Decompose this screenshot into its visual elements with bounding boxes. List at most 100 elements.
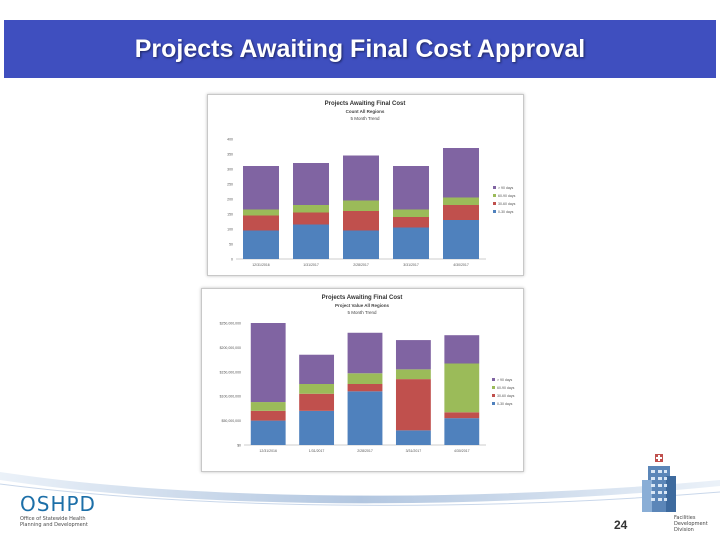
chart-title: Projects Awaiting Final Cost <box>325 101 406 107</box>
bar-segment <box>347 384 383 392</box>
bar-segment <box>395 379 431 431</box>
building-icon <box>642 454 676 512</box>
x-tick-label: 4/30/2017 <box>453 263 469 267</box>
bar-segment <box>299 384 335 394</box>
y-tick-label: $250,000,000 <box>220 322 241 326</box>
legend-label: 60-90 days <box>497 386 515 390</box>
bar-segment <box>443 197 479 205</box>
bar-segment <box>250 420 286 445</box>
value-chart: Projects Awaiting Final Cost Project Valu… <box>201 288 524 472</box>
bar-segment <box>299 354 335 384</box>
x-tick-label: 3/31/2017 <box>403 263 419 267</box>
legend-swatch <box>492 402 495 405</box>
y-tick-label: 100 <box>227 228 233 232</box>
footer-swoosh <box>0 472 720 506</box>
y-tick-label: $0 <box>237 444 241 448</box>
bar-segment <box>444 363 480 413</box>
bar-segment <box>250 402 286 411</box>
y-tick-label: 250 <box>227 183 233 187</box>
bar-segment <box>443 148 479 198</box>
y-tick-label: 400 <box>227 138 233 142</box>
legend-swatch <box>492 378 495 381</box>
legend-swatch <box>492 394 495 397</box>
bar-segment <box>393 217 429 228</box>
chart-subtitle-2: 5 Month Trend <box>350 116 380 121</box>
bar-segment <box>395 340 431 370</box>
division-label: Facilities Development Division <box>674 515 708 533</box>
bar-segment <box>395 430 431 445</box>
slide-title-bar: Projects Awaiting Final Cost Approval <box>4 20 716 78</box>
legend-label: 0-30 days <box>497 402 513 406</box>
value-chart-svg: Projects Awaiting Final Cost Project Valu… <box>220 295 515 453</box>
bar-segment <box>347 391 383 445</box>
legend-label: 60-90 days <box>498 194 516 198</box>
y-tick-label: 350 <box>227 153 233 157</box>
bar-segment <box>444 418 480 445</box>
bar-segment <box>343 230 379 259</box>
page-number: 24 <box>614 518 628 532</box>
x-tick-label: 12/31/2016 <box>252 263 270 267</box>
legend-label: > 90 days <box>498 186 514 190</box>
y-tick-label: $150,000,000 <box>220 370 241 374</box>
legend-swatch <box>492 386 495 389</box>
slide-title: Projects Awaiting Final Cost Approval <box>134 34 586 63</box>
bar-segment <box>243 230 279 259</box>
y-tick-label: 150 <box>227 213 233 217</box>
chart-subtitle: Project Value All Regions <box>335 303 390 308</box>
bar-segment <box>293 212 329 225</box>
bar-segment <box>443 205 479 220</box>
bar-segment <box>343 155 379 201</box>
logo-text: OSHPD <box>20 492 96 516</box>
bar-segment <box>243 209 279 216</box>
bar-segment <box>395 369 431 380</box>
bar-segment <box>293 205 329 213</box>
y-tick-label: $100,000,000 <box>220 395 241 399</box>
legend-swatch <box>493 202 496 205</box>
chart-subtitle: Count All Regions <box>346 109 385 114</box>
y-tick-label: 50 <box>229 243 233 247</box>
bar-segment <box>393 209 429 217</box>
legend-swatch <box>493 194 496 197</box>
y-tick-label: $50,000,000 <box>222 419 242 423</box>
bar-segment <box>347 373 383 384</box>
bar-segment <box>443 220 479 259</box>
chart-title: Projects Awaiting Final Cost <box>322 295 403 301</box>
count-chart-svg: Projects Awaiting Final Cost Count All Re… <box>227 101 516 267</box>
bar-segment <box>444 412 480 419</box>
x-tick-label: 4/30/2017 <box>454 449 470 453</box>
bar-segment <box>347 332 383 374</box>
bar-segment <box>343 200 379 211</box>
y-tick-label: 300 <box>227 168 233 172</box>
x-tick-label: 1/31/2017 <box>303 263 319 267</box>
legend-label: 30-60 days <box>498 202 516 206</box>
x-tick-label: 2/28/2017 <box>353 263 369 267</box>
chart-subtitle-2: 5 Month Trend <box>347 310 377 315</box>
bar-segment <box>243 215 279 231</box>
legend-swatch <box>493 186 496 189</box>
bar-segment <box>393 227 429 259</box>
bar-segment <box>293 163 329 205</box>
legend-label: 30-60 days <box>497 394 515 398</box>
count-chart: Projects Awaiting Final Cost Count All Re… <box>207 94 524 276</box>
oshpd-logo: OSHPD Office of Statewide Health Plannin… <box>20 492 100 528</box>
x-tick-label: 1/31/2017 <box>309 449 325 453</box>
logo-subtitle: Office of Statewide Health Planning and … <box>20 516 88 528</box>
legend-label: > 90 days <box>497 378 513 382</box>
bar-segment <box>299 393 335 411</box>
bar-segment <box>444 335 480 364</box>
x-tick-label: 3/31/2017 <box>406 449 422 453</box>
x-tick-label: 2/28/2017 <box>357 449 373 453</box>
bar-segment <box>250 410 286 421</box>
bar-segment <box>393 166 429 210</box>
x-tick-label: 12/31/2016 <box>259 449 277 453</box>
legend-swatch <box>493 210 496 213</box>
y-tick-label: 0 <box>231 258 233 262</box>
y-tick-label: 200 <box>227 198 233 202</box>
y-tick-label: $200,000,000 <box>220 346 241 350</box>
bar-segment <box>299 410 335 445</box>
bar-segment <box>293 224 329 259</box>
bar-segment <box>243 166 279 210</box>
legend-label: 0-30 days <box>498 210 514 214</box>
bar-segment <box>343 211 379 231</box>
bar-segment <box>250 323 286 403</box>
